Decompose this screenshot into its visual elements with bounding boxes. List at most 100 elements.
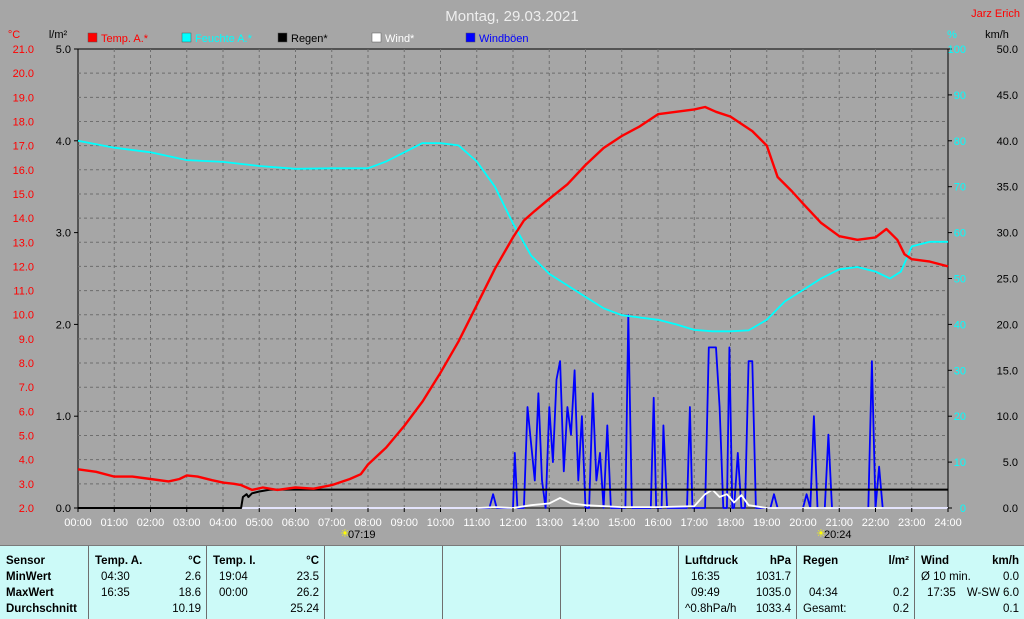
temp-tick-label: 13.0 bbox=[13, 237, 34, 249]
temp-tick-label: 15.0 bbox=[13, 189, 34, 201]
humidity-tick-label: 10 bbox=[954, 457, 966, 469]
stats-temp-a-column: Temp. A. °C 04:30 2.6 16:35 18.6 10.19 bbox=[88, 546, 206, 619]
temp-a-unit: °C bbox=[188, 555, 201, 567]
stats-sensor-column: Sensor MinWert MaxWert Durchschnitt bbox=[0, 546, 88, 619]
plot-area bbox=[77, 48, 949, 509]
wind-min-value: 0.0 bbox=[1003, 571, 1019, 583]
pressure-trend: ^0.8hPa/h bbox=[685, 603, 737, 615]
x-tick-label: 23:00 bbox=[898, 517, 926, 529]
sensor-header: Sensor bbox=[6, 555, 45, 567]
series-line bbox=[77, 139, 948, 333]
temp-tick-label: 21.0 bbox=[13, 44, 34, 56]
wind-tick-label: 20.0 bbox=[997, 319, 1018, 331]
x-tick-label: 24:00 bbox=[934, 517, 962, 529]
sunrise-time: 07:19 bbox=[348, 529, 376, 541]
stats-rain-column: Regen l/m² 04:34 0.2 Gesamt: 0.2 bbox=[796, 546, 914, 619]
legend-label: Windböen bbox=[479, 33, 529, 45]
x-tick-label: 20:00 bbox=[789, 517, 817, 529]
wind-tick-label: 40.0 bbox=[997, 136, 1018, 148]
min-row-label: MinWert bbox=[6, 571, 52, 583]
wind-tick-label: 0.0 bbox=[1003, 503, 1018, 515]
rain-tick-label: 5.0 bbox=[56, 44, 71, 56]
series-line bbox=[77, 105, 949, 492]
wind-average: 0.1 bbox=[1003, 603, 1019, 615]
rain-tick-label: 0.0 bbox=[56, 503, 71, 515]
x-tick-label: 02:00 bbox=[137, 517, 165, 529]
temp-tick-label: 17.0 bbox=[13, 141, 34, 153]
avg-row-label: Durchschnitt bbox=[6, 603, 77, 615]
temp-i-max-time: 00:00 bbox=[219, 587, 248, 599]
temp-a-min-value: 2.6 bbox=[185, 571, 201, 583]
pressure-min-value: 1031.7 bbox=[755, 571, 791, 583]
rain-tick-label: 1.0 bbox=[56, 411, 71, 423]
wind-tick-label: 45.0 bbox=[997, 90, 1018, 102]
sunset-time: 20:24 bbox=[824, 529, 852, 541]
sunrise-icon: ☀ bbox=[340, 528, 350, 540]
wind-tick-label: 30.0 bbox=[997, 228, 1018, 240]
wind-unit: km/h bbox=[992, 555, 1019, 567]
temp-i-title: Temp. I. bbox=[213, 555, 256, 567]
wind-tick-label: 15.0 bbox=[997, 365, 1018, 377]
x-tick-label: 14:00 bbox=[572, 517, 600, 529]
legend-label: Feuchte A.* bbox=[195, 33, 253, 45]
legend-swatch bbox=[181, 32, 192, 43]
chart-legend: Temp. A.* Feuchte A.* Regen* Wind* Windböen bbox=[87, 32, 529, 45]
rain-unit: l/m² bbox=[888, 555, 909, 567]
temp-a-title: Temp. A. bbox=[95, 555, 143, 567]
rain-max-value: 0.2 bbox=[893, 587, 909, 599]
temp-tick-label: 20.0 bbox=[13, 68, 34, 80]
temp-a-average: 10.19 bbox=[172, 603, 201, 615]
wind-title: Wind bbox=[921, 555, 949, 567]
x-tick-label: 21:00 bbox=[825, 517, 853, 529]
wind-tick-label: 35.0 bbox=[997, 182, 1018, 194]
temp-i-min-value: 23.5 bbox=[296, 571, 319, 583]
x-tick-label: 09:00 bbox=[390, 517, 418, 529]
stats-empty-column-1 bbox=[324, 546, 442, 619]
chart-axes: 2.0 3.0 4.0 5.0 6.0 7.0 8.0 9.0 10.0 11.0 12.0 13.0… bbox=[13, 44, 1018, 529]
rain-total-value: 0.2 bbox=[893, 603, 909, 615]
sun-markers: ☀ 07:19 ☀ 20:24 bbox=[340, 528, 852, 541]
legend-label: Wind* bbox=[385, 33, 415, 45]
x-tick-label: 06:00 bbox=[282, 517, 310, 529]
wind-tick-label: 10.0 bbox=[997, 411, 1018, 423]
temp-tick-label: 3.0 bbox=[19, 479, 34, 491]
legend-swatch bbox=[277, 32, 288, 43]
wind-tick-label: 50.0 bbox=[997, 44, 1018, 56]
pressure-average: 1033.4 bbox=[755, 603, 791, 615]
chart-title: Montag, 29.03.2021 bbox=[445, 8, 578, 25]
temp-a-max-time: 16:35 bbox=[101, 587, 130, 599]
temp-unit-label: °C bbox=[8, 29, 20, 41]
temp-i-unit: °C bbox=[306, 555, 319, 567]
x-tick-label: 12:00 bbox=[499, 517, 527, 529]
x-tick-label: 00:00 bbox=[64, 517, 92, 529]
humidity-tick-label: 80 bbox=[954, 136, 966, 148]
author-label: Jarz Erich bbox=[971, 8, 1020, 20]
wind-tick-label: 25.0 bbox=[997, 274, 1018, 286]
wind-max-time: 17:35 bbox=[927, 587, 956, 599]
legend-swatch bbox=[87, 32, 98, 43]
wind-unit-label: km/h bbox=[985, 29, 1009, 41]
pressure-max-value: 1035.0 bbox=[755, 587, 791, 599]
legend-swatch bbox=[465, 32, 476, 43]
pressure-max-time: 09:49 bbox=[691, 587, 720, 599]
pressure-title: Luftdruck bbox=[685, 555, 739, 567]
x-tick-label: 03:00 bbox=[173, 517, 201, 529]
x-tick-label: 10:00 bbox=[427, 517, 455, 529]
temp-tick-label: 14.0 bbox=[13, 213, 34, 225]
legend-label: Temp. A.* bbox=[101, 33, 149, 45]
x-tick-label: 07:00 bbox=[318, 517, 346, 529]
sunset-icon: ☀ bbox=[816, 528, 826, 540]
temp-tick-label: 8.0 bbox=[19, 358, 34, 370]
temp-tick-label: 4.0 bbox=[19, 455, 34, 467]
humidity-tick-label: 100 bbox=[948, 44, 966, 56]
x-tick-label: 11:00 bbox=[463, 517, 490, 529]
x-tick-label: 15:00 bbox=[608, 517, 636, 529]
temp-tick-label: 19.0 bbox=[13, 92, 34, 104]
x-tick-label: 08:00 bbox=[354, 517, 382, 529]
stats-temp-i-column: Temp. I. °C 19:04 23.5 00:00 26.2 25.24 bbox=[206, 546, 324, 619]
temp-i-min-time: 19:04 bbox=[219, 571, 248, 583]
humidity-tick-label: 30 bbox=[954, 365, 966, 377]
legend-label: Regen* bbox=[291, 33, 328, 45]
max-row-label: MaxWert bbox=[6, 587, 54, 599]
temp-tick-label: 11.0 bbox=[13, 286, 34, 298]
